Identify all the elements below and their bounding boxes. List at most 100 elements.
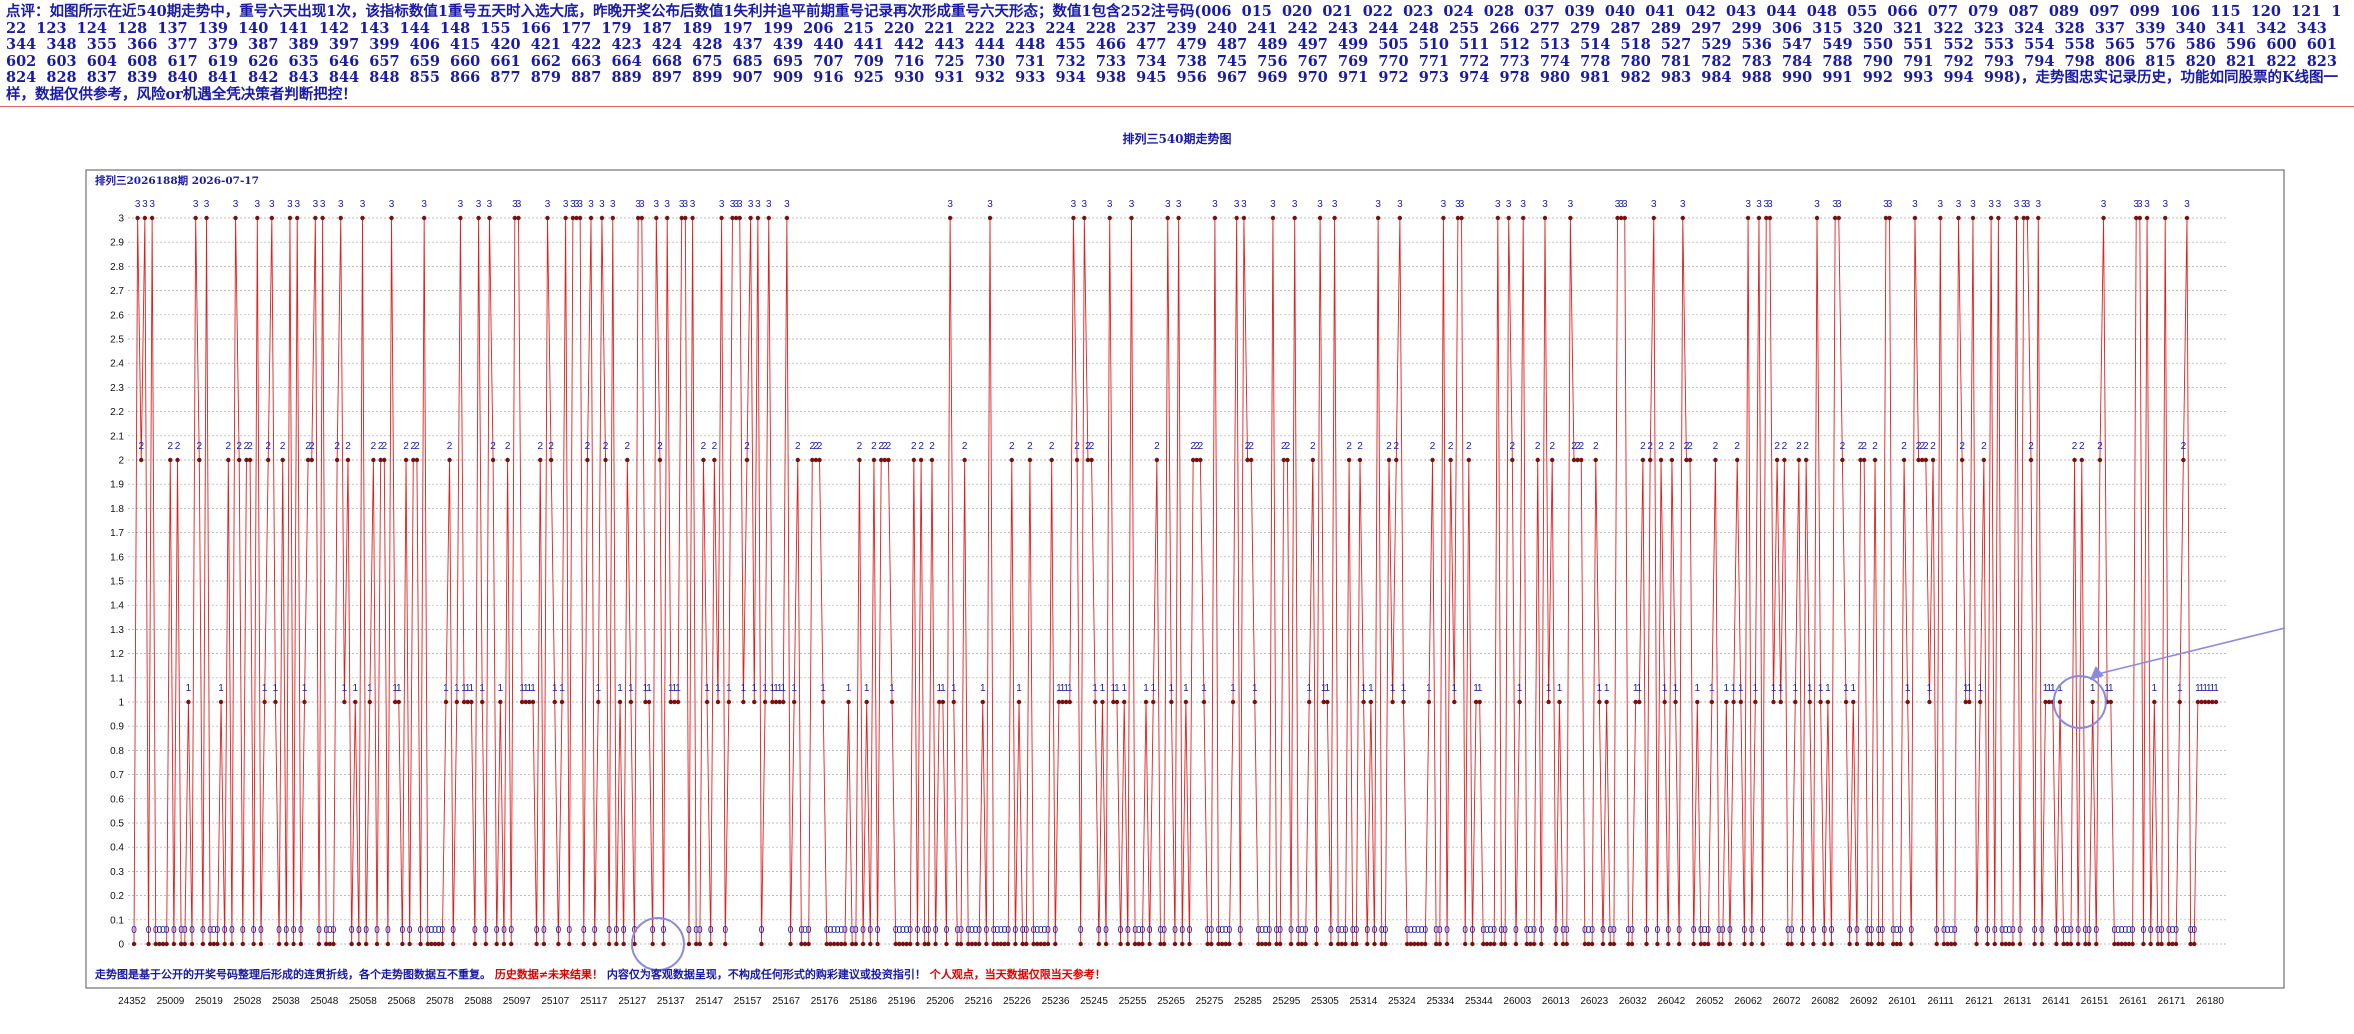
data-label: 0 [2119,925,2125,936]
data-point [1227,941,1232,947]
x-tick-label: 25334 [1426,996,1454,1007]
data-label: 0 [2006,925,2012,936]
data-point [2152,699,2157,705]
y-tick-label: 0.9 [110,722,124,733]
data-point [1894,941,1900,947]
data-label: 1 [1517,683,1523,694]
x-tick-label: 26141 [2042,996,2070,1007]
data-point [2155,941,2161,947]
data-point [403,457,409,463]
data-point [1277,941,1283,947]
data-label: 0 [1611,925,1617,936]
data-label: 2 [712,441,718,452]
data-label: 1 [820,683,826,694]
y-tick-label: 2.6 [110,310,124,321]
data-label: 0 [907,925,913,936]
data-label: 0 [494,925,500,936]
data-point [1829,941,1834,947]
data-point [450,941,456,947]
x-tick-label: 25147 [695,996,723,1007]
data-point [349,941,354,947]
data-label: 0 [614,925,620,936]
data-point [1285,457,1290,463]
data-label: 0 [1909,925,1915,936]
data-label: 2 [1393,441,1399,452]
data-point [1952,941,1958,947]
data-label: 0 [1644,925,1650,936]
data-point [991,941,996,947]
data-point [251,941,256,947]
data-label: 1 [1016,683,1022,694]
data-label: 1 [1967,683,1973,694]
data-label: 3 [755,199,761,210]
chart-title: 排列三540期走势图 [1122,132,1232,146]
data-point [378,457,383,463]
data-point [2177,699,2182,705]
data-point [1412,941,1417,947]
data-point [2119,941,2124,947]
data-point [813,457,819,463]
data-point [1938,215,1943,221]
data-label: 0 [1031,925,1037,936]
data-point [1807,699,1812,705]
data-label: 0 [160,925,166,936]
y-tick-label: 0.6 [110,794,124,805]
data-point [1219,941,1225,947]
data-label: 0 [2017,925,2023,936]
data-point [1296,941,1301,947]
data-label: 0 [2054,925,2060,936]
data-point [1082,215,1087,221]
data-label: 3 [987,199,993,210]
data-label: 2 [1803,441,1809,452]
data-label: 2 [167,441,173,452]
data-label: 2 [490,441,496,452]
data-point [1158,941,1163,947]
data-point [2108,699,2114,705]
data-label: 3 [2162,199,2168,210]
data-label: 0 [828,925,834,936]
data-label: 3 [1568,199,1574,210]
data-label: 2 [1687,441,1693,452]
data-label: 1 [1150,683,1156,694]
data-label: 2 [1959,441,1965,452]
data-point [2141,941,2146,947]
data-point [262,699,267,705]
data-label: 0 [222,925,228,936]
data-label: 0 [693,925,699,936]
data-label: 1 [1792,683,1798,694]
data-point [1143,699,1149,705]
data-point [1433,941,1439,947]
data-label: 3 [1071,199,1077,210]
data-label: 3 [1763,199,1769,210]
data-label: 0 [508,925,514,936]
y-tick-label: 1.5 [110,577,124,588]
data-label: 3 [360,199,366,210]
data-point [1180,941,1185,947]
data-label: 0 [1600,925,1606,936]
data-point [2043,699,2048,705]
data-point [2159,941,2164,947]
x-tick-label: 26042 [1657,996,1685,1007]
data-label: 1 [936,683,942,694]
data-label: 0 [875,925,881,936]
data-label: 3 [421,199,427,210]
data-point [2148,941,2153,947]
data-label: 3 [233,199,239,210]
data-label: 0 [1103,925,1109,936]
data-label: 2 [2181,441,2187,452]
data-label: 2 [1571,441,1577,452]
data-point [1176,215,1181,221]
data-point [1724,699,1729,705]
data-point [556,941,561,947]
data-label: 3 [1459,199,1465,210]
data-label: 2 [1535,441,1541,452]
data-point [1459,215,1464,221]
data-point [519,699,525,705]
data-point [1259,941,1265,947]
data-label: 0 [2010,925,2016,936]
data-point [197,457,202,463]
data-point [1872,457,1878,463]
data-point [1978,699,1983,705]
data-label: 3 [635,199,641,210]
data-label: 0 [240,925,246,936]
